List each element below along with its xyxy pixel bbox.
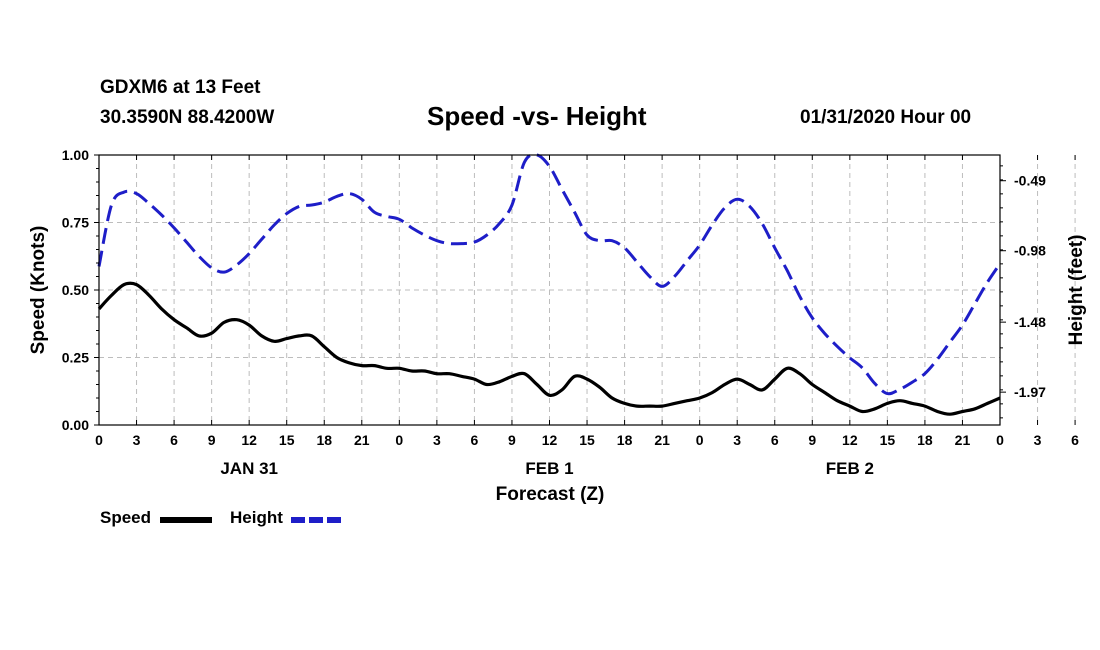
- x-tick-label: 9: [808, 432, 816, 448]
- x-tick-label: 21: [955, 432, 971, 448]
- x-tick-label: 3: [433, 432, 441, 448]
- x-tick-label: 3: [133, 432, 141, 448]
- grid-lines: [99, 155, 1076, 425]
- x-tick-label: 12: [542, 432, 558, 448]
- forecast-date-label: 01/31/2020 Hour 00: [800, 107, 972, 128]
- x-tick-label: 15: [880, 432, 896, 448]
- x-tick-label: 9: [508, 432, 516, 448]
- y-tick-label: 1.00: [62, 147, 89, 163]
- x-tick-label: 21: [654, 432, 670, 448]
- legend-height-label: Height: [230, 508, 283, 527]
- station-label: GDXM6 at 13 Feet: [100, 77, 261, 98]
- x-tick-label: 0: [95, 432, 103, 448]
- x-axis-label: Forecast (Z): [496, 484, 605, 505]
- y2-tick-label: -0.98: [1014, 243, 1046, 259]
- legend-speed-swatch: [160, 517, 212, 523]
- chart-title: Speed -vs- Height: [427, 101, 647, 131]
- coordinates-label: 30.3590N 88.4200W: [100, 107, 275, 128]
- x-tick-label: 9: [208, 432, 216, 448]
- x-tick-label: 15: [579, 432, 595, 448]
- x-tick-label: 0: [996, 432, 1004, 448]
- series-layer: [97, 153, 1002, 416]
- x-tick-label: 21: [354, 432, 370, 448]
- y2-tick-label: -1.97: [1014, 384, 1046, 400]
- y2-axis-label: Height (feet): [1066, 235, 1087, 346]
- x-tick-label: 6: [471, 432, 479, 448]
- legend-speed-label: Speed: [100, 508, 152, 527]
- day-label: FEB 2: [826, 459, 874, 478]
- x-tick-label: 6: [170, 432, 178, 448]
- height-series-line: [97, 153, 1002, 396]
- y-tick-label: 0.00: [62, 417, 89, 433]
- x-tick-label: 6: [771, 432, 779, 448]
- y-tick-label: 0.75: [62, 215, 89, 231]
- x-tick-label: 0: [696, 432, 704, 448]
- x-tick-label: 6: [1071, 432, 1079, 448]
- legend-height-swatch: [291, 517, 343, 523]
- x-tick-label: 18: [917, 432, 933, 448]
- x-tick-label: 15: [279, 432, 295, 448]
- axis-ticks: 0369121518210369121518210369121518210369…: [62, 147, 1079, 478]
- y2-tick-label: -0.49: [1014, 173, 1046, 189]
- x-tick-label: 18: [617, 432, 633, 448]
- x-tick-label: 0: [395, 432, 403, 448]
- x-tick-label: 12: [842, 432, 858, 448]
- day-label: FEB 1: [525, 459, 573, 478]
- y-axis-label: Speed (Knots): [28, 226, 49, 355]
- x-tick-label: 3: [733, 432, 741, 448]
- x-tick-label: 18: [316, 432, 332, 448]
- day-label: JAN 31: [220, 459, 278, 478]
- y2-tick-label: -1.48: [1014, 314, 1046, 330]
- speed-series-line: [97, 281, 1001, 416]
- x-tick-label: 12: [241, 432, 257, 448]
- y-tick-label: 0.50: [62, 282, 89, 298]
- y-tick-label: 0.25: [62, 350, 89, 366]
- x-tick-label: 3: [1034, 432, 1042, 448]
